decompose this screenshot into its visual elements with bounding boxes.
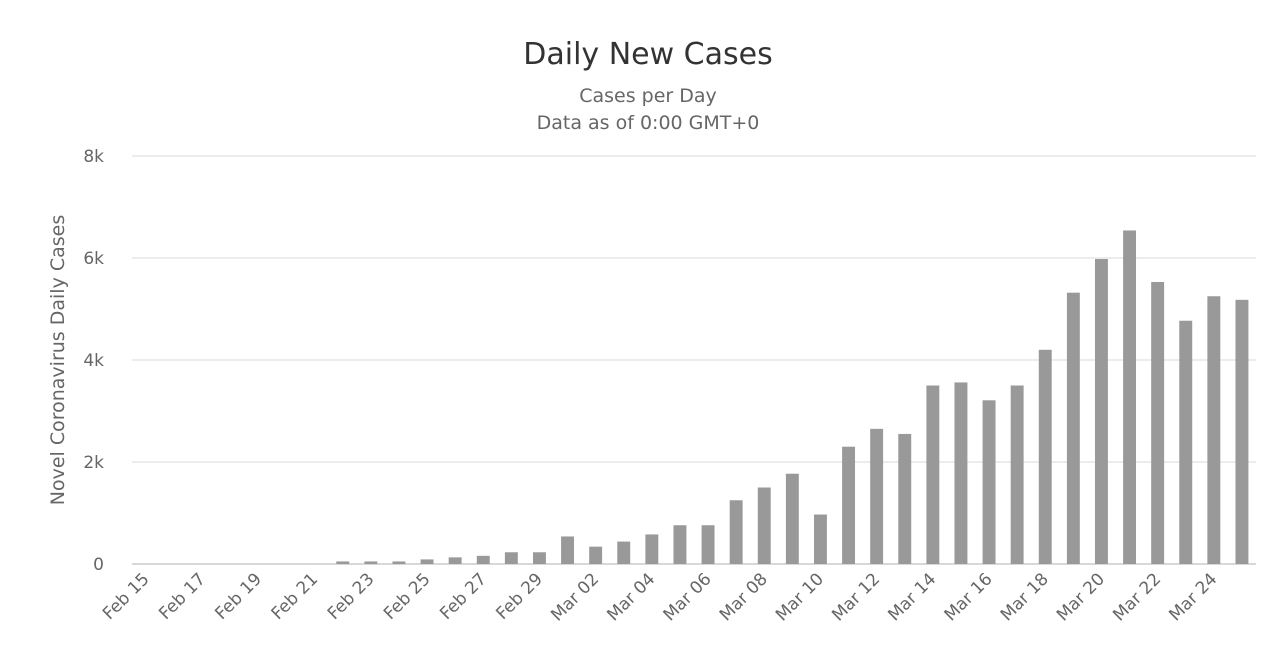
bar [673,525,687,564]
bar [448,557,462,564]
bar [1038,349,1052,564]
x-tick-label: Feb 23 [324,569,379,624]
x-tick-label: Mar 12 [828,569,884,625]
gridlines [132,155,1256,565]
bar [1235,299,1249,564]
bar [898,433,912,564]
chart-title: Daily New Cases [523,37,772,72]
x-tick-label: Mar 22 [1109,569,1165,625]
x-tick-label: Feb 17 [155,569,210,624]
x-tick-label: Mar 08 [716,569,772,625]
bar [954,382,968,564]
bar [589,546,603,564]
bar [701,525,715,564]
x-tick-label: Mar 14 [884,569,940,625]
bar [1179,320,1193,564]
bar [617,541,631,564]
bar [1066,292,1080,564]
y-tick-label: 0 [93,555,104,575]
chart-subtitle-line-1: Cases per Day [579,85,717,107]
x-axis-ticks: Feb 15 Feb 17 Feb 19 Feb 21 Feb 23 Feb 25 Feb … [99,569,1221,625]
x-tick-label: Feb 27 [436,569,491,624]
bar [336,561,350,564]
x-tick-label: Mar 06 [660,569,716,625]
chart-subtitle-line-2: Data as of 0:00 GMT+0 [537,112,760,134]
x-tick-label: Feb 19 [211,569,266,624]
x-tick-label: Mar 02 [547,569,603,625]
x-tick-label: Mar 18 [997,569,1053,625]
bar [1151,281,1165,564]
x-tick-label: Mar 24 [1165,569,1221,625]
bars [336,230,1249,564]
bar [842,446,856,564]
bar [870,428,884,564]
bar [982,400,996,564]
bar [476,555,490,564]
y-axis-ticks: 0 2k 4k 6k 8k [83,147,104,575]
bar [561,536,575,564]
x-tick-label: Mar 20 [1053,569,1109,625]
bar [757,487,771,564]
x-tick-label: Mar 04 [603,569,659,625]
bar [532,552,546,564]
y-tick-label: 8k [83,147,104,167]
bar [420,559,434,564]
bar [729,500,743,564]
y-tick-label: 2k [83,453,104,473]
x-tick-label: Feb 25 [380,569,435,624]
bar [785,473,799,564]
bar [1094,259,1108,564]
y-tick-label: 4k [83,351,104,371]
bar [1010,385,1024,564]
bar [392,561,406,564]
x-tick-label: Feb 15 [99,569,154,624]
bar [926,385,940,564]
x-tick-label: Mar 16 [941,569,997,625]
y-axis-label: Novel Coronavirus Daily Cases [47,215,69,506]
bar [364,561,378,564]
bar [1207,296,1221,564]
bar [645,534,659,564]
bar [1123,230,1137,564]
y-tick-label: 6k [83,249,104,269]
x-tick-label: Mar 10 [772,569,828,625]
x-tick-label: Feb 29 [492,569,547,624]
bar [504,552,518,564]
x-tick-label: Feb 21 [268,569,323,624]
bar [813,514,827,564]
